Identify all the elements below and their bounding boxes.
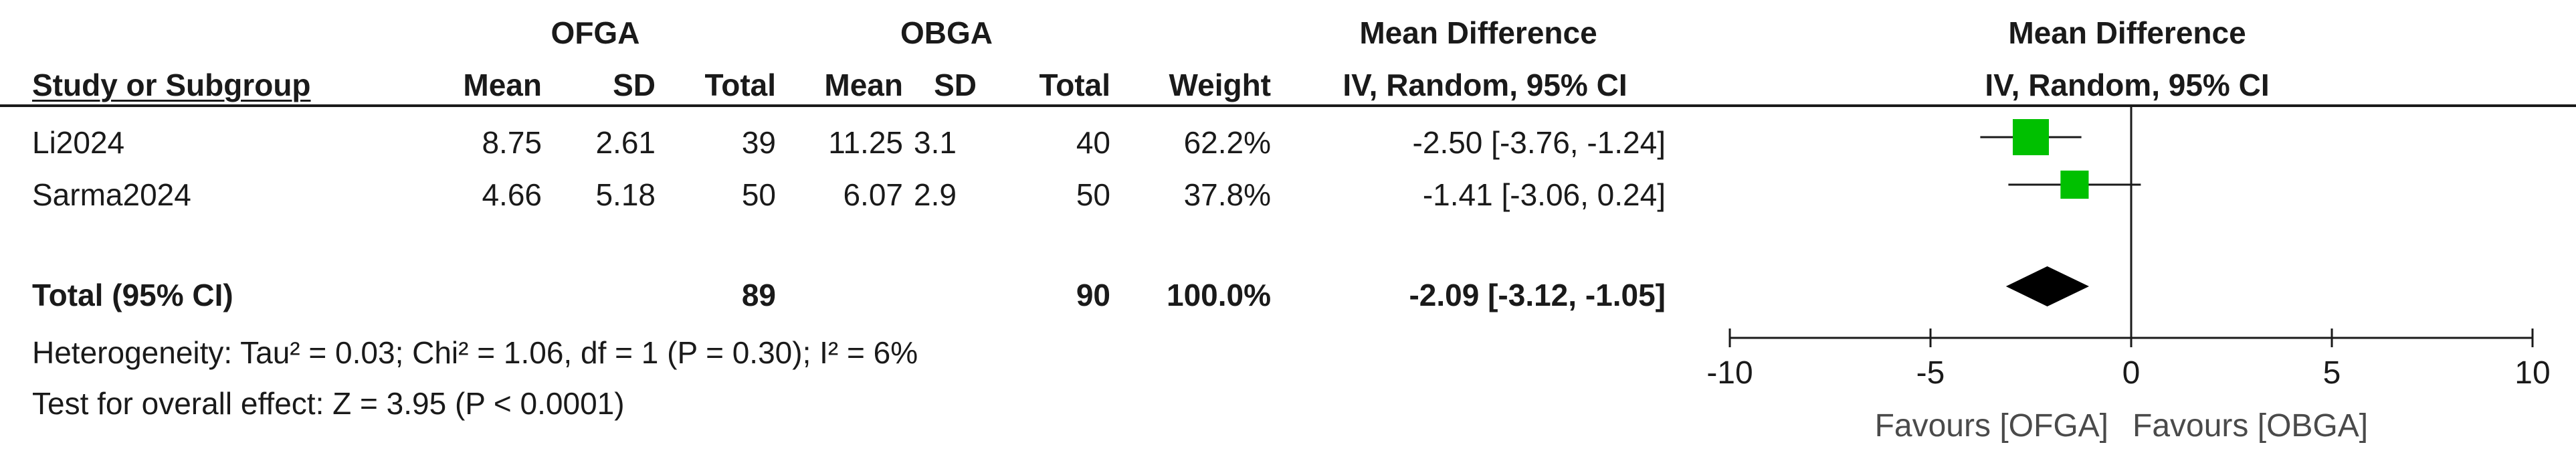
study-ci: -1.41 [-3.06, 0.24] xyxy=(1422,177,1666,212)
study-mean2: 6.07 xyxy=(843,177,903,212)
x-tick-label: 0 xyxy=(2122,355,2141,391)
study-marker xyxy=(2060,170,2089,199)
study-total2: 50 xyxy=(1076,177,1110,212)
col-total1: Total xyxy=(704,68,776,102)
study-sd1: 2.61 xyxy=(595,125,656,160)
col-mean1: Mean xyxy=(463,68,542,102)
study-sd2: 3.1 xyxy=(914,125,957,160)
x-tick-label: -5 xyxy=(1916,355,1945,391)
group2-header: OBGA xyxy=(900,15,993,50)
study-total1: 39 xyxy=(741,125,776,160)
col-sd2: SD xyxy=(934,68,977,102)
effect-method: IV, Random, 95% CI xyxy=(1343,68,1627,102)
total-total1: 89 xyxy=(741,278,776,312)
plot-method: IV, Random, 95% CI xyxy=(1985,68,2270,102)
study-weight: 37.8% xyxy=(1183,177,1271,212)
study-mean1: 4.66 xyxy=(482,177,542,212)
plot-marks: -10 -5 0 5 10 xyxy=(1706,107,2551,391)
col-mean2: Mean xyxy=(824,68,903,102)
study-total1: 50 xyxy=(741,177,776,212)
x-tick-label: 5 xyxy=(2323,355,2341,391)
x-tick-label: 10 xyxy=(2514,355,2550,391)
heterogeneity-text: Heterogeneity: Tau² = 0.03; Chi² = 1.06,… xyxy=(32,335,918,370)
study-mean1: 8.75 xyxy=(482,125,542,160)
study-total2: 40 xyxy=(1076,125,1110,160)
total-total2: 90 xyxy=(1076,278,1110,312)
col-weight: Weight xyxy=(1169,68,1271,102)
effect-title: Mean Difference xyxy=(1359,15,1597,50)
study-name: Li2024 xyxy=(32,125,125,160)
col-study: Study or Subgroup xyxy=(32,68,311,102)
study-weight: 62.2% xyxy=(1183,125,1271,160)
favours-left-label: Favours [OFGA] xyxy=(1875,408,2108,444)
study-sd1: 5.18 xyxy=(595,177,656,212)
overall-effect-text: Test for overall effect: Z = 3.95 (P < 0… xyxy=(32,386,625,421)
total-label: Total (95% CI) xyxy=(32,278,233,312)
study-marker xyxy=(2013,119,2049,155)
favours-right-label: Favours [OBGA] xyxy=(2133,408,2368,444)
group1-header: OFGA xyxy=(551,15,640,50)
study-sd2: 2.9 xyxy=(914,177,957,212)
pooled-diamond xyxy=(2005,266,2089,306)
total-ci: -2.09 [-3.12, -1.05] xyxy=(1409,278,1666,312)
plot-title: Mean Difference xyxy=(2008,15,2246,50)
x-tick-label: -10 xyxy=(1706,355,1753,391)
study-name: Sarma2024 xyxy=(32,177,191,212)
study-ci: -2.50 [-3.76, -1.24] xyxy=(1412,125,1666,160)
total-weight: 100.0% xyxy=(1166,278,1271,312)
col-sd1: SD xyxy=(613,68,656,102)
col-total2: Total xyxy=(1039,68,1110,102)
study-mean2: 11.25 xyxy=(828,125,903,160)
